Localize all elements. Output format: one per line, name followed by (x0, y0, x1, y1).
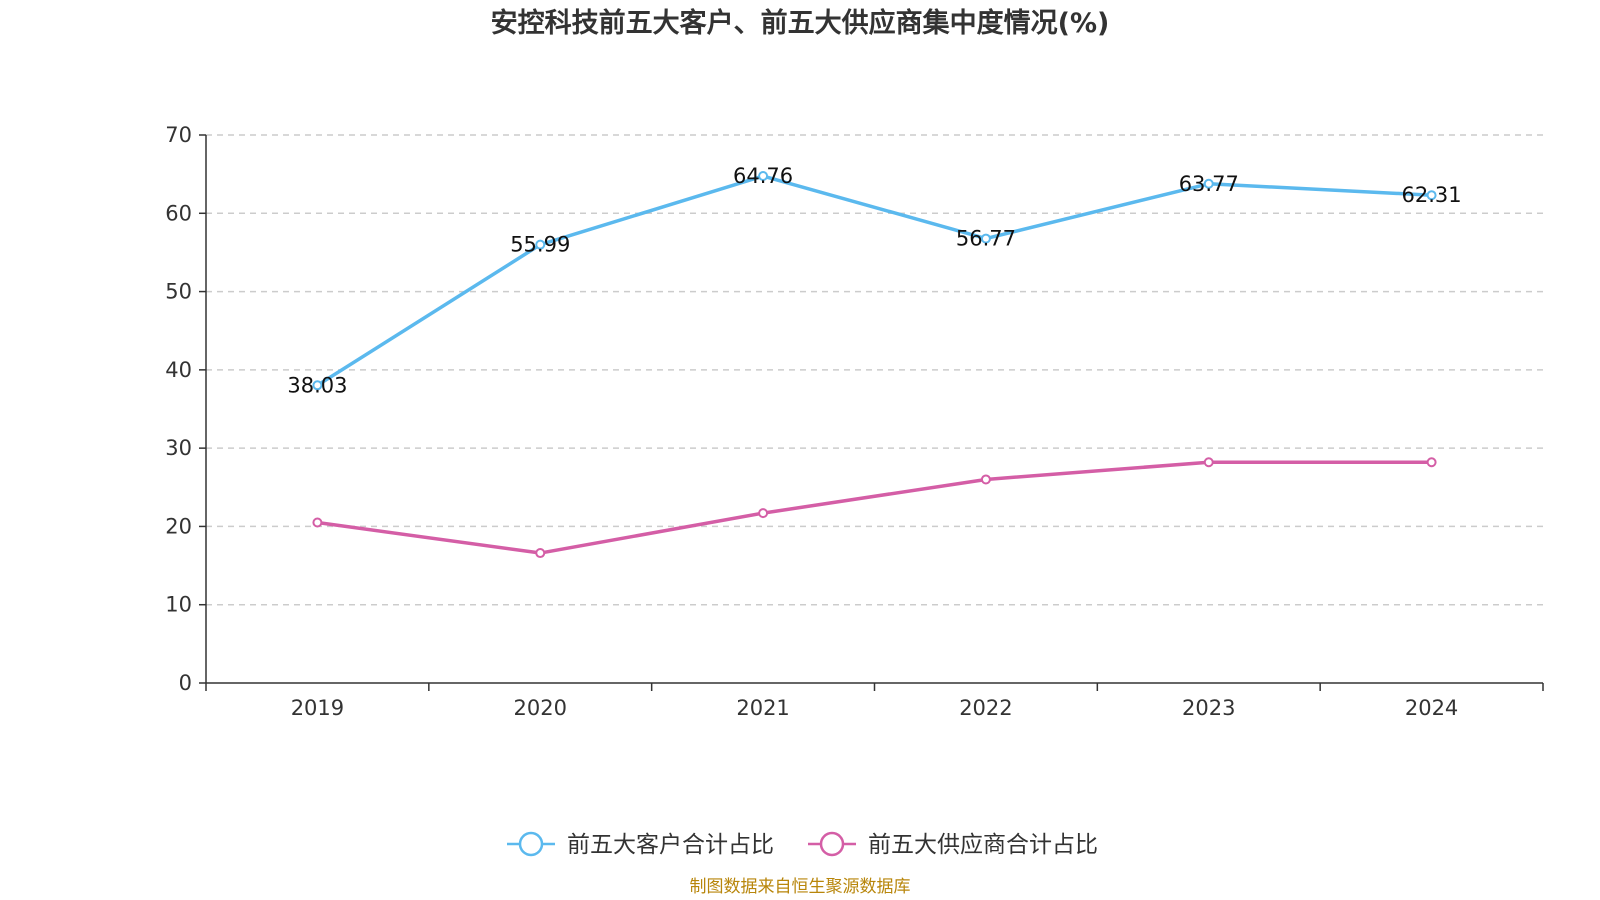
legend: 前五大客户合计占比 前五大供应商合计占比 (507, 831, 1098, 858)
data-label: 38.03 (287, 373, 347, 397)
y-tick-label: 50 (165, 280, 192, 304)
data-point (1426, 190, 1437, 201)
data-point (312, 517, 323, 528)
data-label: 56.77 (956, 227, 1016, 251)
grid-lines (206, 134, 1543, 606)
legend-label: 前五大客户合计占比 (567, 832, 774, 858)
x-tick-label: 2024 (1405, 696, 1458, 720)
y-tick-label: 30 (165, 436, 192, 460)
series-1: 38.03 55.99 64.76 56.77 63.77 62.31 (287, 164, 1461, 397)
x-tick-label: 2021 (736, 696, 789, 720)
data-point (980, 474, 991, 485)
data-point (1203, 457, 1214, 468)
series-line (317, 460, 1432, 555)
data-point (980, 233, 991, 244)
y-tick-label: 40 (165, 358, 192, 382)
x-tick-label: 2020 (514, 696, 567, 720)
legend-marker (518, 831, 544, 857)
data-point (1203, 178, 1214, 189)
data-label: 64.76 (733, 164, 793, 188)
data-point (758, 171, 769, 182)
series-2 (312, 457, 1437, 559)
source-note: 制图数据来自恒生聚源数据库 (690, 877, 911, 897)
data-label: 63.77 (1179, 172, 1239, 196)
data-label: 55.99 (510, 233, 570, 257)
y-tick-label: 20 (165, 514, 192, 538)
axes: 0 10 20 30 40 50 60 70 2019 2020 2021 2022 2023 2024 (165, 123, 1544, 720)
data-point (312, 380, 323, 391)
data-point (1426, 457, 1437, 468)
x-tick-label: 2022 (959, 696, 1012, 720)
data-point (535, 239, 546, 250)
x-tick-label: 2023 (1182, 696, 1235, 720)
legend-marker (819, 831, 845, 857)
legend-item-1: 前五大客户合计占比 (507, 831, 774, 858)
series-layer: 38.03 55.99 64.76 56.77 63.77 62.31 (287, 164, 1462, 559)
x-tick-label: 2019 (291, 696, 344, 720)
legend-label: 前五大供应商合计占比 (868, 832, 1098, 858)
y-tick-label: 0 (179, 671, 192, 695)
legend-item-2: 前五大供应商合计占比 (808, 831, 1098, 858)
data-point (535, 548, 546, 559)
y-tick-label: 70 (165, 123, 192, 147)
data-label: 62.31 (1402, 183, 1462, 207)
series-line (316, 174, 1432, 387)
chart-title: 安控科技前五大客户、前五大供应商集中度情况(%) (491, 7, 1110, 39)
y-tick-label: 60 (165, 201, 192, 225)
data-point (758, 508, 769, 519)
y-tick-label: 10 (165, 593, 192, 617)
